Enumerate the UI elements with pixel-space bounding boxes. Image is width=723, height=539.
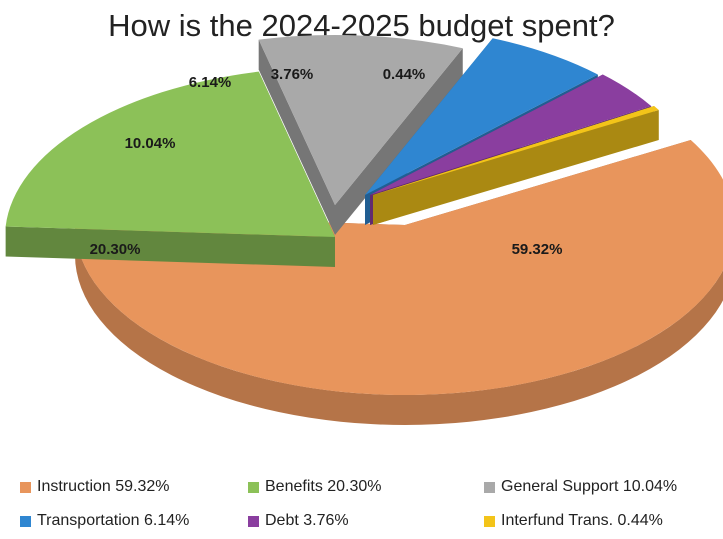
slice-side-interfund-trans-1 bbox=[373, 110, 659, 225]
legend-swatch-interfund-trans bbox=[484, 515, 495, 527]
legend-item-transportation: Transportation 6.14% bbox=[20, 512, 189, 530]
slice-top-instruction bbox=[75, 140, 723, 395]
slice-side-benefits-0 bbox=[5, 226, 335, 267]
slice-interfund-trans bbox=[373, 105, 659, 225]
legend-swatch-instruction bbox=[20, 481, 31, 493]
legend-item-debt: Debt 3.76% bbox=[248, 512, 349, 530]
legend-swatch-transportation bbox=[20, 515, 31, 527]
legend-swatch-general-support bbox=[484, 481, 495, 493]
slice-side-general-support-1 bbox=[335, 48, 463, 236]
legend-label-debt: Debt 3.76% bbox=[265, 512, 349, 529]
data-label-general-support: 10.04% bbox=[125, 135, 176, 152]
data-label-transportation: 6.14% bbox=[189, 74, 232, 91]
slice-general-support bbox=[258, 34, 463, 236]
legend-label-transportation: Transportation 6.14% bbox=[37, 512, 190, 529]
slice-top-benefits bbox=[5, 71, 335, 237]
legend-swatch-benefits bbox=[248, 481, 259, 493]
slice-top-transportation bbox=[365, 38, 598, 196]
slice-top-interfund-trans bbox=[373, 105, 659, 195]
data-label-benefits: 20.30% bbox=[90, 241, 141, 258]
legend-item-benefits: Benefits 20.30% bbox=[248, 478, 382, 496]
legend-item-interfund-trans: Interfund Trans. 0.44% bbox=[484, 512, 663, 530]
slice-side-general-support-0 bbox=[258, 39, 335, 235]
pie-chart: 59.32% 20.30% 10.04% 6.14% 3.76% 0.44% bbox=[5, 34, 723, 425]
legend-item-instruction: Instruction 59.32% bbox=[20, 478, 170, 496]
slice-benefits bbox=[5, 71, 335, 267]
legend-label-interfund-trans: Interfund Trans. 0.44% bbox=[501, 512, 663, 529]
slice-top-debt bbox=[370, 74, 652, 195]
data-label-instruction: 59.32% bbox=[512, 241, 563, 258]
legend-swatch-debt bbox=[248, 515, 259, 527]
legend-label-instruction: Instruction 59.32% bbox=[37, 478, 170, 495]
legend-item-general-support: General Support 10.04% bbox=[484, 478, 677, 496]
slice-rim-instruction bbox=[75, 225, 723, 425]
data-label-interfund-trans: 0.44% bbox=[383, 66, 426, 83]
legend-label-general-support: General Support 10.04% bbox=[501, 478, 678, 495]
legend-label-benefits: Benefits 20.30% bbox=[265, 478, 382, 495]
data-label-debt: 3.76% bbox=[271, 66, 314, 83]
slice-top-general-support bbox=[258, 34, 463, 205]
